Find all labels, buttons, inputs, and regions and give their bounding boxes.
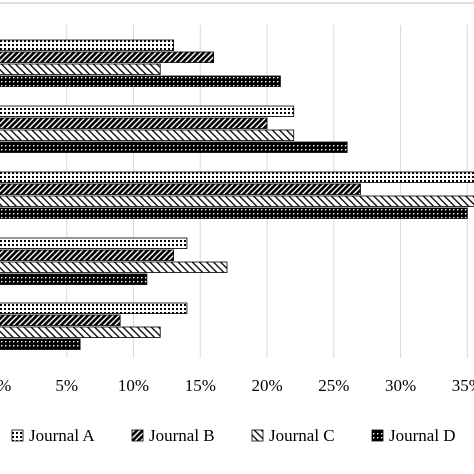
x-axis-tick-labels: 0% 5% 10% 15% 20% 25% 30% 35% xyxy=(0,376,474,395)
bar-journal-a-4 xyxy=(0,237,188,249)
x-tick-label: 30% xyxy=(385,376,416,395)
bar-journal-b-3 xyxy=(0,183,361,195)
legend: Journal A Journal B Journal C Journal D xyxy=(11,426,456,445)
bar-journal-d-3 xyxy=(0,207,468,219)
bars xyxy=(0,39,474,350)
bar-journal-d-5 xyxy=(0,338,81,350)
bar-journal-c-3 xyxy=(0,195,474,207)
bar-journal-b-2 xyxy=(0,117,268,129)
legend-swatch-journal-d xyxy=(371,429,384,442)
x-tick-label: 5% xyxy=(55,376,78,395)
bar-journal-d-1 xyxy=(0,75,281,87)
legend-swatch-journal-c xyxy=(251,429,264,442)
bar-journal-a-2 xyxy=(0,105,295,117)
bar-journal-c-2 xyxy=(0,129,295,141)
bar-journal-c-1 xyxy=(0,63,161,75)
bar-journal-a-1 xyxy=(0,39,174,51)
bar-journal-c-4 xyxy=(0,261,228,273)
x-tick-label: 15% xyxy=(185,376,216,395)
bar-journal-a-5 xyxy=(0,302,188,314)
bar-journal-c-5 xyxy=(0,326,161,338)
legend-label: Journal A xyxy=(29,426,95,445)
x-tick-label: 35% xyxy=(452,376,474,395)
legend-label: Journal C xyxy=(269,426,335,445)
x-tick-label: 10% xyxy=(118,376,149,395)
bar-journal-a-3 xyxy=(0,171,474,183)
legend-label: Journal B xyxy=(149,426,215,445)
bar-journal-d-4 xyxy=(0,273,148,285)
legend-swatch-journal-b xyxy=(131,429,144,442)
bar-journal-b-1 xyxy=(0,51,215,63)
bar-journal-b-5 xyxy=(0,314,121,326)
bar-journal-b-4 xyxy=(0,249,174,261)
x-tick-label: 25% xyxy=(318,376,349,395)
legend-swatch-journal-a xyxy=(11,429,24,442)
x-tick-label: 20% xyxy=(251,376,282,395)
x-tick-label: 0% xyxy=(0,376,11,395)
legend-label: Journal D xyxy=(389,426,456,445)
bar-journal-d-2 xyxy=(0,141,348,153)
